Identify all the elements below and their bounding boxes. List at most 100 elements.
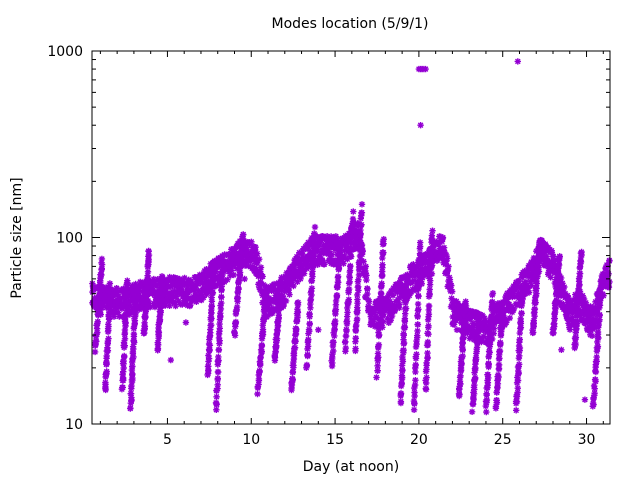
data-point bbox=[560, 283, 569, 291]
data-point bbox=[156, 306, 165, 315]
data-point bbox=[282, 296, 291, 305]
data-point bbox=[375, 331, 384, 339]
data-point bbox=[588, 331, 596, 340]
data-point bbox=[421, 65, 430, 73]
data-point bbox=[590, 384, 599, 393]
data-point bbox=[288, 376, 297, 385]
y-axis: 10 100 1000 bbox=[47, 44, 610, 433]
y-tick-label: 1000 bbox=[47, 44, 83, 60]
data-point bbox=[444, 262, 453, 271]
x-axis-label: Day (at noon) bbox=[303, 459, 399, 475]
data-point bbox=[303, 350, 312, 359]
data-point bbox=[596, 294, 605, 303]
data-point bbox=[349, 207, 358, 216]
data-point bbox=[357, 220, 366, 229]
data-point bbox=[416, 238, 425, 247]
data-point bbox=[518, 291, 527, 300]
y-axis-label: Particle size [nm] bbox=[9, 177, 25, 298]
data-point bbox=[496, 338, 505, 347]
data-point bbox=[348, 239, 356, 248]
data-point bbox=[106, 279, 114, 288]
data-point bbox=[475, 310, 484, 319]
data-point bbox=[428, 226, 437, 235]
data-point bbox=[445, 275, 454, 284]
data-point bbox=[336, 241, 345, 250]
data-point bbox=[217, 299, 226, 308]
data-point bbox=[468, 407, 477, 416]
data-point bbox=[122, 293, 131, 301]
data-point bbox=[158, 272, 166, 281]
data-point bbox=[93, 317, 102, 326]
data-point bbox=[257, 341, 266, 349]
data-point bbox=[494, 370, 503, 379]
data-point bbox=[349, 214, 357, 223]
data-point bbox=[377, 290, 386, 298]
data-point bbox=[423, 349, 432, 358]
data-point bbox=[416, 121, 425, 130]
data-point bbox=[597, 283, 606, 292]
data-point bbox=[255, 367, 264, 376]
data-point bbox=[334, 258, 343, 267]
data-point bbox=[525, 288, 533, 297]
data-point bbox=[499, 300, 507, 309]
data-point bbox=[378, 260, 387, 269]
data-point bbox=[595, 310, 604, 319]
data-point bbox=[255, 255, 264, 264]
data-point bbox=[129, 336, 138, 345]
y-tick-label: 100 bbox=[56, 231, 83, 247]
data-point bbox=[329, 338, 338, 347]
data-point bbox=[604, 269, 613, 278]
data-point bbox=[448, 287, 457, 296]
x-tick-label: 25 bbox=[494, 432, 512, 448]
data-point bbox=[129, 330, 138, 338]
data-point bbox=[307, 284, 316, 293]
data-point bbox=[471, 373, 480, 382]
data-point bbox=[144, 247, 153, 255]
data-point bbox=[259, 327, 267, 336]
data-point bbox=[414, 300, 423, 309]
data-point bbox=[374, 340, 383, 349]
data-point bbox=[237, 244, 246, 253]
data-point bbox=[275, 292, 284, 301]
data-point bbox=[426, 276, 435, 285]
data-point bbox=[262, 282, 271, 291]
data-point bbox=[210, 269, 218, 277]
data-point bbox=[512, 406, 521, 415]
data-point bbox=[335, 249, 344, 258]
data-point bbox=[181, 318, 190, 327]
data-point bbox=[289, 361, 298, 370]
data-point bbox=[309, 254, 318, 263]
y-tick-label: 10 bbox=[65, 417, 83, 433]
data-point bbox=[276, 279, 285, 288]
data-point bbox=[409, 397, 418, 406]
data-point bbox=[557, 345, 566, 354]
data-point bbox=[390, 307, 399, 316]
data-point bbox=[528, 328, 537, 337]
data-point bbox=[411, 376, 420, 385]
data-point bbox=[363, 284, 372, 293]
data-point bbox=[376, 315, 385, 324]
data-point bbox=[121, 298, 130, 307]
chart-title: Modes location (5/9/1) bbox=[272, 16, 429, 32]
data-point bbox=[214, 368, 223, 377]
data-point bbox=[120, 352, 129, 360]
data-points bbox=[88, 57, 614, 417]
data-point bbox=[239, 230, 248, 239]
data-point bbox=[552, 296, 561, 305]
data-point bbox=[472, 355, 481, 364]
data-point bbox=[353, 315, 362, 323]
data-point bbox=[428, 247, 436, 256]
data-point bbox=[484, 359, 493, 368]
data-point bbox=[402, 304, 411, 313]
data-point bbox=[372, 373, 381, 382]
data-point bbox=[253, 249, 262, 258]
data-point bbox=[209, 283, 217, 292]
data-point bbox=[403, 276, 412, 285]
data-point bbox=[334, 272, 343, 281]
data-point bbox=[519, 285, 527, 294]
data-point bbox=[127, 396, 136, 404]
data-point bbox=[351, 334, 360, 343]
data-point bbox=[513, 57, 522, 66]
data-point bbox=[515, 360, 524, 369]
data-point bbox=[591, 363, 600, 372]
